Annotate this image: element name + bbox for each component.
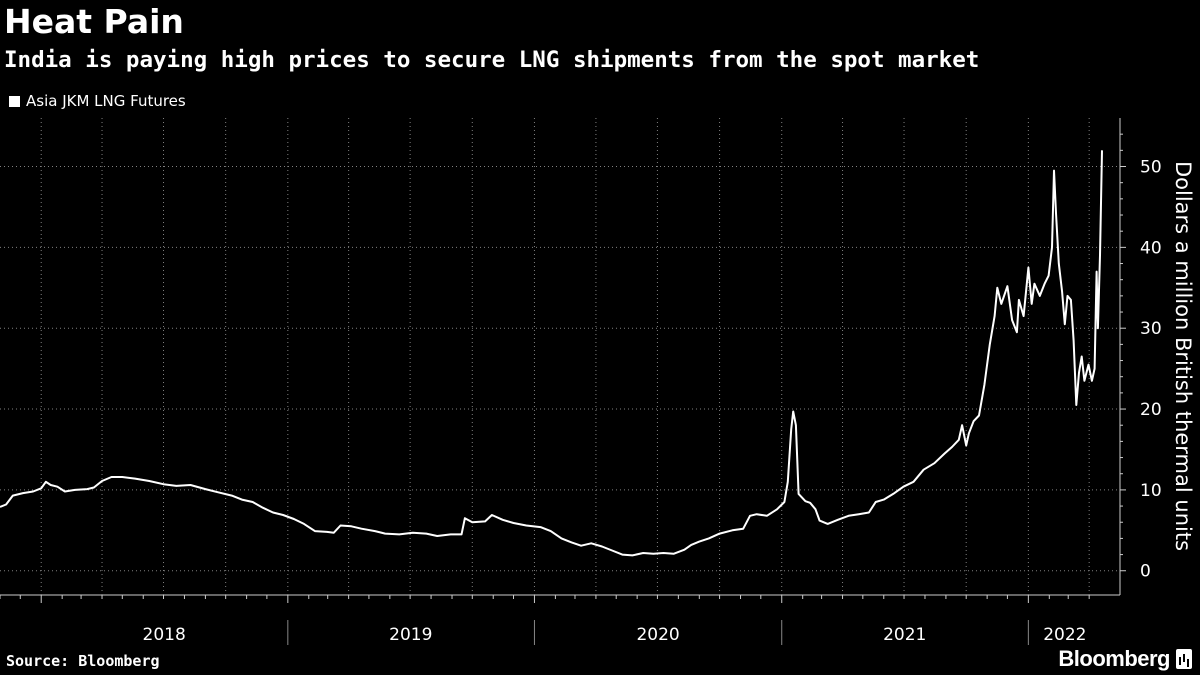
x-tick-label: 2019 — [389, 625, 432, 645]
y-tick-label: 40 — [1140, 238, 1162, 258]
legend: Asia JKM LNG Futures — [9, 92, 186, 110]
chart-title: Heat Pain — [4, 2, 184, 41]
x-tick-label: 2018 — [143, 625, 186, 645]
y-tick-label: 50 — [1140, 158, 1162, 178]
brand-name: Bloomberg — [1058, 646, 1170, 671]
y-tick-label: 10 — [1140, 481, 1162, 501]
source-note: Source: Bloomberg — [6, 652, 160, 670]
x-tick-label: 2020 — [636, 625, 679, 645]
y-axis-title: Dollars a million British thermal units — [1171, 161, 1195, 551]
x-tick-label: 2021 — [883, 625, 926, 645]
chart-subtitle: India is paying high prices to secure LN… — [4, 47, 980, 73]
chart-icon — [1176, 649, 1192, 669]
y-tick-label: 20 — [1140, 400, 1162, 420]
y-tick-label: 30 — [1140, 319, 1162, 339]
bloomberg-logo: Bloomberg — [1058, 646, 1192, 672]
x-tick-label: 2022 — [1043, 625, 1086, 645]
legend-swatch — [9, 95, 20, 107]
series-line-0 — [0, 150, 1103, 557]
y-tick-label: 0 — [1140, 562, 1151, 582]
legend-label: Asia JKM LNG Futures — [26, 92, 186, 110]
